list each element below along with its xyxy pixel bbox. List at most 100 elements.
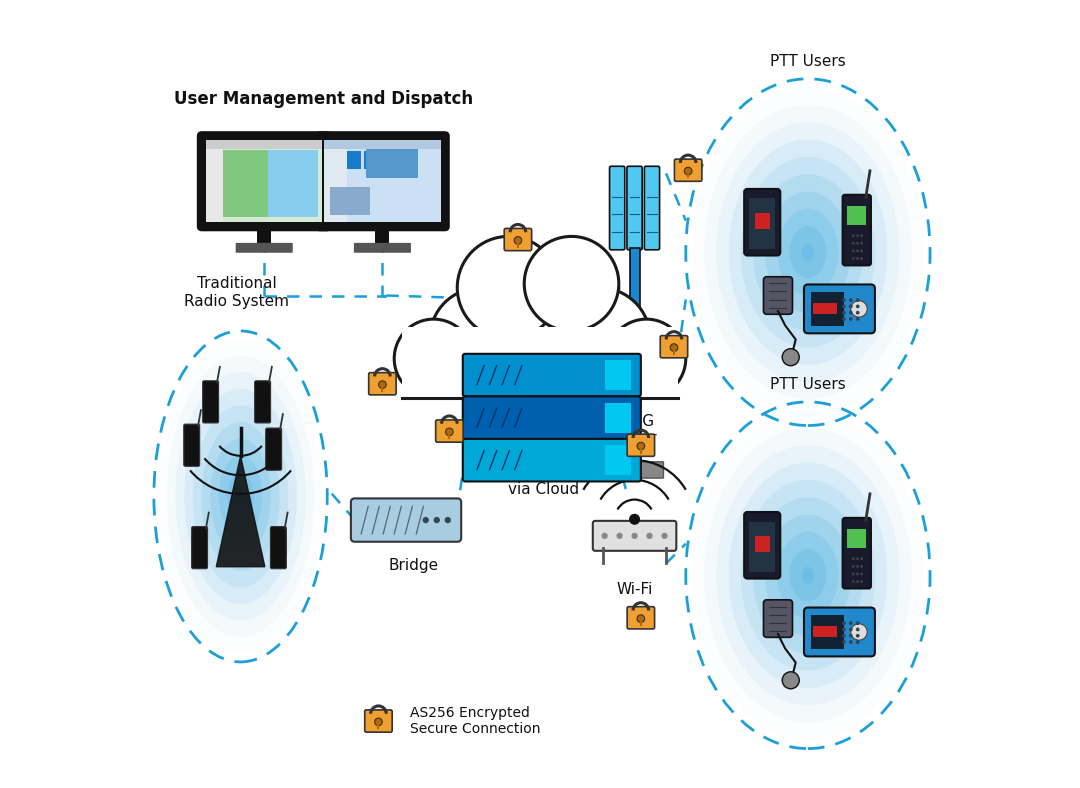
Ellipse shape — [741, 480, 875, 671]
FancyBboxPatch shape — [811, 292, 843, 326]
Text: AS256 Encrypted
Secure Connection: AS256 Encrypted Secure Connection — [410, 706, 540, 736]
Circle shape — [842, 640, 846, 644]
Circle shape — [855, 310, 860, 314]
Ellipse shape — [211, 438, 271, 555]
FancyBboxPatch shape — [606, 403, 631, 433]
Polygon shape — [216, 455, 265, 567]
Ellipse shape — [716, 445, 900, 705]
FancyBboxPatch shape — [212, 150, 279, 217]
FancyBboxPatch shape — [755, 213, 770, 229]
Circle shape — [842, 298, 846, 302]
Circle shape — [842, 621, 846, 625]
FancyBboxPatch shape — [364, 151, 379, 169]
Circle shape — [629, 514, 640, 525]
Ellipse shape — [237, 489, 245, 505]
Ellipse shape — [801, 243, 814, 261]
FancyBboxPatch shape — [368, 373, 396, 395]
Circle shape — [849, 317, 853, 321]
FancyBboxPatch shape — [627, 434, 654, 456]
FancyBboxPatch shape — [674, 159, 702, 181]
Text: Wi-Fi: Wi-Fi — [617, 582, 652, 597]
Circle shape — [430, 288, 532, 390]
Circle shape — [637, 615, 645, 623]
FancyBboxPatch shape — [462, 396, 640, 439]
Ellipse shape — [716, 122, 900, 382]
Text: PTT Users: PTT Users — [770, 54, 846, 69]
FancyBboxPatch shape — [606, 462, 663, 478]
Circle shape — [445, 517, 451, 523]
Circle shape — [861, 234, 863, 237]
FancyBboxPatch shape — [206, 140, 323, 222]
FancyBboxPatch shape — [329, 187, 370, 215]
Circle shape — [851, 301, 867, 317]
Circle shape — [861, 557, 863, 560]
Circle shape — [855, 304, 860, 308]
FancyBboxPatch shape — [645, 166, 660, 250]
Circle shape — [379, 381, 387, 388]
FancyBboxPatch shape — [750, 199, 775, 249]
Circle shape — [457, 236, 559, 339]
FancyBboxPatch shape — [462, 439, 640, 481]
Circle shape — [671, 344, 678, 351]
FancyBboxPatch shape — [268, 150, 318, 217]
Circle shape — [855, 634, 860, 637]
Circle shape — [856, 573, 859, 575]
FancyBboxPatch shape — [609, 166, 624, 250]
FancyBboxPatch shape — [203, 381, 218, 423]
FancyBboxPatch shape — [606, 360, 631, 390]
FancyBboxPatch shape — [324, 140, 441, 222]
FancyBboxPatch shape — [351, 499, 461, 542]
FancyBboxPatch shape — [435, 420, 463, 442]
FancyBboxPatch shape — [376, 226, 389, 243]
Ellipse shape — [176, 373, 306, 621]
Circle shape — [849, 634, 853, 637]
FancyBboxPatch shape — [346, 151, 361, 169]
FancyBboxPatch shape — [630, 248, 639, 463]
Circle shape — [856, 580, 859, 583]
Circle shape — [617, 533, 623, 539]
Ellipse shape — [753, 174, 863, 330]
Circle shape — [861, 573, 863, 575]
Circle shape — [861, 250, 863, 252]
Circle shape — [842, 634, 846, 637]
FancyBboxPatch shape — [811, 615, 843, 649]
FancyBboxPatch shape — [316, 132, 449, 230]
FancyBboxPatch shape — [255, 381, 271, 423]
Text: Traditional
Radio System: Traditional Radio System — [184, 277, 289, 309]
Circle shape — [548, 288, 650, 390]
Circle shape — [842, 317, 846, 321]
Ellipse shape — [801, 567, 814, 584]
Circle shape — [637, 442, 645, 450]
Ellipse shape — [729, 463, 888, 688]
Circle shape — [394, 319, 473, 398]
FancyBboxPatch shape — [804, 284, 875, 333]
FancyBboxPatch shape — [660, 336, 688, 358]
Circle shape — [852, 250, 854, 252]
Ellipse shape — [765, 515, 851, 636]
Circle shape — [852, 580, 854, 583]
Ellipse shape — [193, 405, 288, 588]
FancyBboxPatch shape — [627, 607, 654, 629]
Text: 4G/5G
Carrier: 4G/5G Carrier — [605, 414, 657, 446]
Circle shape — [782, 348, 799, 366]
Circle shape — [514, 236, 522, 244]
Circle shape — [852, 557, 854, 560]
Circle shape — [855, 317, 860, 321]
Circle shape — [856, 565, 859, 567]
Circle shape — [842, 304, 846, 308]
FancyBboxPatch shape — [235, 243, 293, 253]
Circle shape — [632, 533, 637, 539]
Circle shape — [855, 298, 860, 302]
Ellipse shape — [741, 157, 875, 348]
FancyBboxPatch shape — [755, 536, 770, 552]
FancyBboxPatch shape — [764, 277, 793, 314]
Circle shape — [856, 242, 859, 244]
Circle shape — [685, 167, 692, 175]
FancyBboxPatch shape — [266, 428, 282, 470]
FancyBboxPatch shape — [324, 140, 348, 222]
FancyBboxPatch shape — [847, 530, 866, 548]
Ellipse shape — [228, 471, 254, 522]
Circle shape — [849, 304, 853, 308]
Circle shape — [782, 671, 799, 689]
Circle shape — [849, 298, 853, 302]
